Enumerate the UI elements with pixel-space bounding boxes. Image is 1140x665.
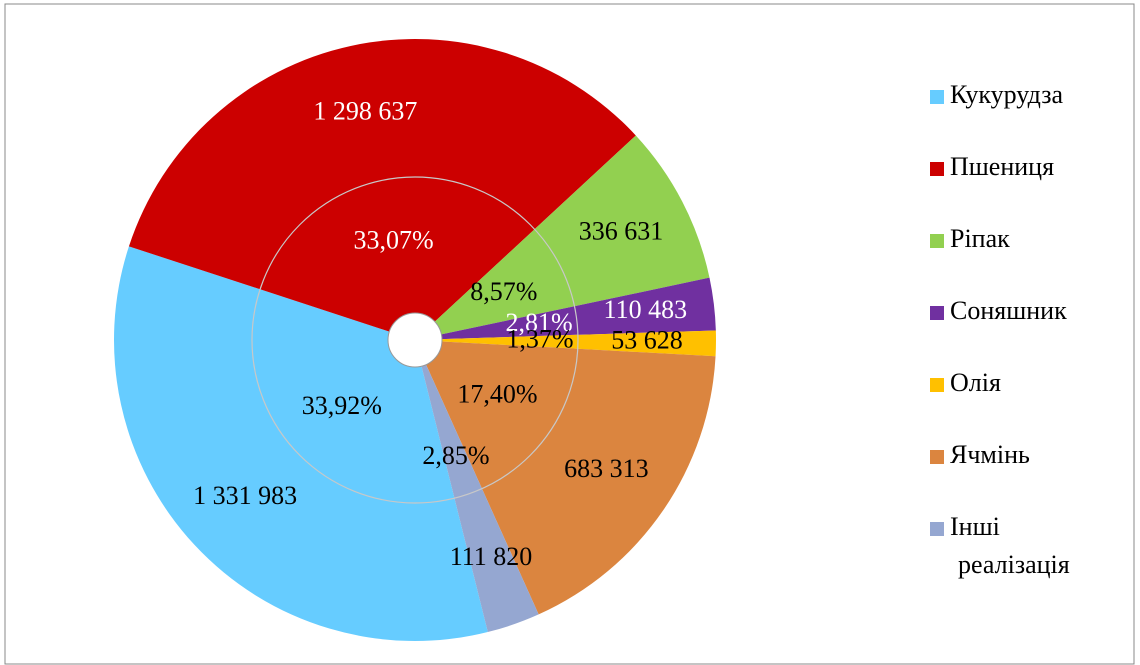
doughnut-hole (387, 312, 443, 368)
data-label: 336 631 (579, 216, 664, 245)
data-label: 8,57% (470, 277, 537, 306)
legend-label: Ріпак (950, 224, 1010, 253)
doughnut-segment (454, 488, 539, 633)
data-label: 2,81% (506, 308, 573, 337)
data-label: 1 298 637 (313, 96, 417, 125)
data-label: 111 820 (450, 542, 533, 571)
doughnut-segment (421, 364, 482, 499)
doughnut-segment (252, 289, 455, 503)
ring-divider (251, 176, 579, 504)
legend-label-line: реалізація (958, 550, 1070, 579)
legend-swatch (930, 234, 944, 248)
data-label: 33,07% (354, 225, 434, 254)
data-label: 2,85% (422, 441, 489, 470)
legend-label: Інші реалізація (950, 512, 1070, 579)
doughnut-segment (481, 348, 716, 615)
doughnut-segment (574, 277, 716, 335)
doughnut-segment (441, 306, 578, 340)
legend-label: Пшениця (950, 152, 1054, 181)
legend-label: Соняшник (950, 296, 1067, 325)
doughnut-segment (441, 334, 578, 349)
legend-label: Кукурудза (950, 80, 1063, 109)
data-label: 53 628 (611, 326, 683, 355)
legend-swatch (930, 378, 944, 392)
chart-frame (4, 3, 1135, 665)
legend-swatch (930, 306, 944, 320)
data-label: 110 483 (604, 295, 688, 324)
doughnut-segment (534, 135, 710, 307)
doughnut-segment (434, 229, 575, 335)
legend-label: Ячмінь (950, 440, 1030, 469)
doughnut-segment (260, 176, 535, 332)
data-label: 683 313 (564, 454, 649, 483)
legend-swatch (930, 90, 944, 104)
data-label: 1,37% (506, 324, 573, 353)
legend-swatch (930, 522, 944, 536)
doughnut-segment (577, 330, 716, 357)
doughnut-segment (114, 246, 488, 641)
data-label: 17,40% (457, 379, 537, 408)
legend-swatch (930, 162, 944, 176)
data-label: 1 331 983 (193, 481, 297, 510)
data-label: 33,92% (302, 391, 382, 420)
legend-label-line: Інші (950, 512, 1000, 541)
doughnut-segment (426, 341, 578, 489)
doughnut-segment (128, 39, 636, 290)
legend-label: Олія (950, 368, 1001, 397)
legend-swatch (930, 450, 944, 464)
